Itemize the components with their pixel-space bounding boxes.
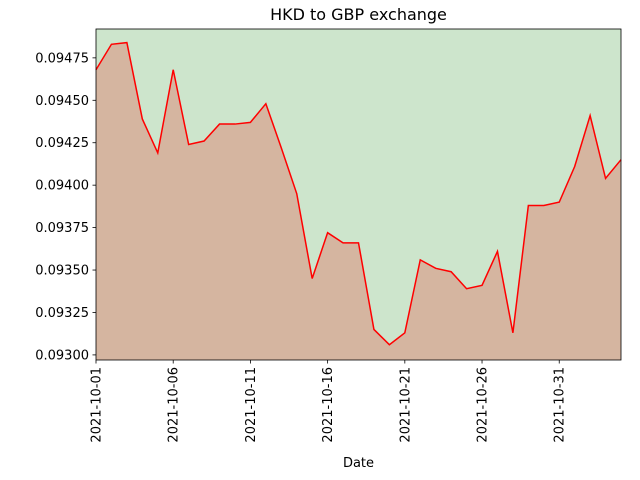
y-tick-label: 0.09350 xyxy=(35,264,89,279)
x-axis-label: Date xyxy=(343,456,374,471)
y-tick-label: 0.09475 xyxy=(35,51,89,66)
x-tick-label: 2021-10-21 xyxy=(398,367,413,443)
x-axis: 2021-10-01 2021-10-06 2021-10-11 2021-10-16… xyxy=(90,360,568,443)
y-tick-label: 0.09325 xyxy=(35,306,89,321)
y-tick-label: 0.09450 xyxy=(35,94,89,109)
x-tick-label: 2021-10-31 xyxy=(553,367,568,443)
x-tick-label: 2021-10-11 xyxy=(244,367,259,443)
plot-frame xyxy=(95,28,622,361)
y-tick-label: 0.09400 xyxy=(35,179,89,194)
y-tick-label: 0.09425 xyxy=(35,136,89,151)
x-tick-label: 2021-10-16 xyxy=(321,367,336,443)
x-tick-label: 2021-10-06 xyxy=(167,367,182,443)
y-tick-label: 0.09375 xyxy=(35,221,89,236)
plot-area xyxy=(95,28,622,361)
y-tick-label: 0.09300 xyxy=(35,348,89,363)
below-area-fill xyxy=(96,42,621,360)
chart-title: HKD to GBP exchange xyxy=(270,5,447,24)
y-axis: 0.09300 0.09325 0.09350 0.09375 0.09400 0.094… xyxy=(35,51,96,363)
x-tick-label: 2021-10-26 xyxy=(476,367,491,443)
x-tick-label: 2021-10-01 xyxy=(90,367,105,443)
exchange-rate-line xyxy=(95,41,622,346)
